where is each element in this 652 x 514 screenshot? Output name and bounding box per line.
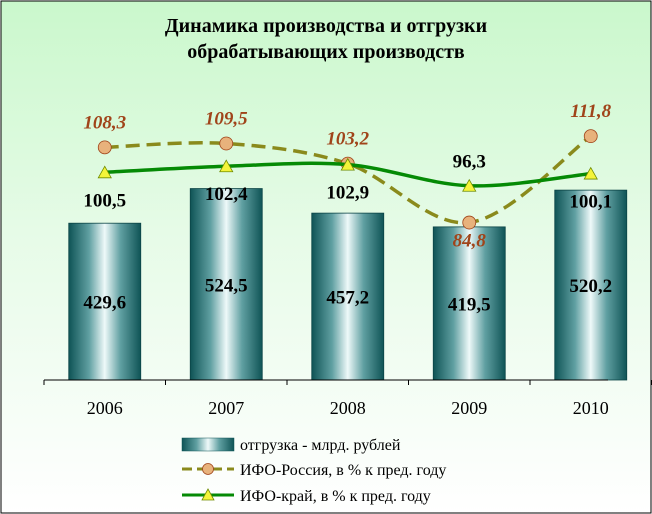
russia-label-2006: 108,3	[83, 112, 126, 133]
russia-label-2008: 103,2	[326, 129, 369, 150]
x-axis-tick-labels: 2006 2007 2008 2009 2010	[87, 398, 609, 418]
bar-label-2009: 419,5	[448, 294, 491, 315]
krai-marker-2006	[97, 165, 112, 179]
legend-bar-swatch	[181, 437, 235, 452]
krai-label-2007: 102,4	[205, 184, 248, 205]
legend-krai-marker	[201, 488, 215, 501]
x-tick-label-2007: 2007	[208, 398, 244, 418]
krai-marker-2008	[340, 157, 355, 171]
krai-label-2006: 100,5	[83, 190, 126, 211]
russia-line	[104, 134, 592, 225]
bar-label-2006: 429,6	[83, 293, 126, 314]
legend: отгрузка - млрд. рублей ИФО-Россия, в % …	[181, 437, 446, 505]
x-tick-label-2006: 2006	[87, 398, 123, 418]
krai-marker-2010	[583, 166, 598, 180]
krai-marker-2009	[462, 178, 477, 192]
krai-label-2008: 102,9	[326, 183, 369, 204]
bar-label-2007: 524,5	[205, 275, 248, 296]
legend-russia-marker	[202, 463, 214, 475]
bar-2008	[311, 212, 385, 381]
krai-label-2009: 96,3	[453, 152, 486, 173]
bar-2009	[432, 226, 506, 381]
krai-line-series: 100,5 102,4 102,9 96,3 100,1	[83, 152, 612, 213]
russia-marker-2007	[219, 136, 234, 151]
russia-marker-2010	[583, 129, 598, 144]
legend-krai-label: ИФО-край, в % к пред. году	[240, 488, 431, 505]
bar-2007	[189, 188, 263, 381]
bar-data-labels: 429,6 524,5 457,2 419,5 520,2	[83, 275, 612, 315]
x-tick-label-2009: 2009	[451, 398, 487, 418]
russia-label-2009: 84,8	[453, 231, 487, 252]
russia-marker-2006	[97, 140, 112, 155]
krai-marker-2007	[219, 159, 234, 173]
krai-label-2010: 100,1	[569, 192, 612, 213]
russia-line-series: 108,3 109,5 103,2 84,8 111,8	[83, 101, 611, 251]
chart-title-line-1: Динамика производства и отгрузки	[165, 15, 487, 37]
bar-2006	[68, 222, 142, 381]
chart-title-line-2: обрабатывающих производств	[187, 41, 465, 63]
legend-russia-label: ИФО-Россия, в % к пред. году	[240, 462, 446, 479]
legend-bar-label: отгрузка - млрд. рублей	[240, 437, 401, 454]
russia-marker-2009	[462, 215, 477, 230]
bar-series	[68, 188, 628, 381]
bar-label-2008: 457,2	[326, 288, 369, 309]
russia-label-2010: 111,8	[570, 101, 611, 122]
russia-label-2007: 109,5	[205, 109, 248, 130]
x-tick-label-2008: 2008	[330, 398, 366, 418]
bar-label-2010: 520,2	[569, 276, 612, 297]
bar-2010	[554, 189, 628, 381]
x-tick-label-2010: 2010	[573, 398, 609, 418]
